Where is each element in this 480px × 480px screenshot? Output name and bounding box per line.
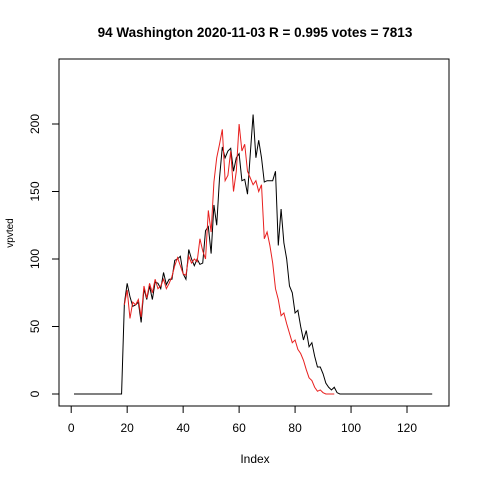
series-line-black: [74, 114, 433, 395]
chart-title: 94 Washington 2020-11-03 R = 0.995 votes…: [98, 25, 413, 40]
y-tick-label: 50: [28, 320, 42, 334]
plot-frame: [58, 58, 450, 407]
x-tick-label: 60: [232, 421, 246, 435]
y-tick-label: 0: [28, 390, 42, 397]
y-tick-label: 150: [28, 181, 42, 201]
plot-area: [74, 114, 433, 395]
x-tick-label: 20: [120, 421, 134, 435]
x-tick-label: 40: [176, 421, 190, 435]
y-tick-label: 100: [28, 249, 42, 269]
x-tick-label: 0: [68, 421, 75, 435]
y-axis-label: vpvted: [5, 218, 16, 247]
x-axis-label: Index: [240, 452, 269, 466]
y-axis: 0 50 100 150 200: [28, 114, 60, 397]
x-axis: 0 20 40 60 80 100 120: [68, 405, 417, 435]
x-tick-label: 100: [341, 421, 361, 435]
x-tick-label: 120: [397, 421, 417, 435]
x-tick-label: 80: [288, 421, 302, 435]
series-line-red: [123, 123, 335, 395]
y-tick-label: 200: [28, 114, 42, 134]
